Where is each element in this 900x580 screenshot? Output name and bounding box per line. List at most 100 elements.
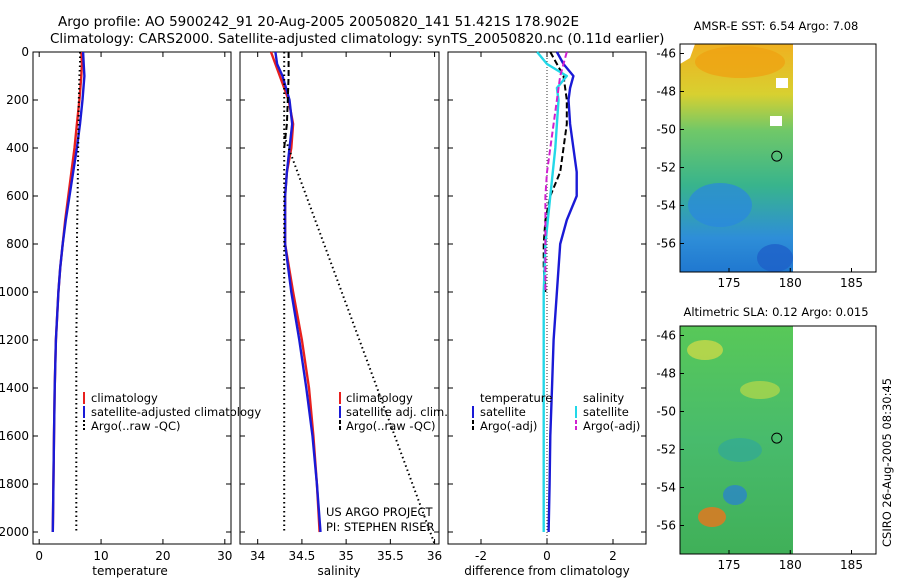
x-tick-label: 35 xyxy=(338,549,353,563)
sla-low-patch-2 xyxy=(723,485,747,505)
map-y-tick-label: -52 xyxy=(656,443,676,457)
series-line-temperature-satellite xyxy=(547,51,578,533)
sst-map-frame xyxy=(679,43,877,273)
sst-cold-patch xyxy=(688,183,752,227)
header-line1: Argo profile: AO 5900242_91 20-Aug-2005 … xyxy=(58,14,579,30)
y-tick-label: 1000 xyxy=(0,285,29,299)
map-y-tick-label: -50 xyxy=(656,405,676,419)
map-y-tick-label: -48 xyxy=(656,367,676,381)
map-y-tick-label: -50 xyxy=(656,123,676,137)
sst-map xyxy=(679,43,877,273)
x-tick-label: 0 xyxy=(543,549,551,563)
map-y-tick-label: -54 xyxy=(656,481,676,495)
legend-satellite-label: satellite-adjusted climatology xyxy=(91,405,261,419)
difference-chart: -2 0 2 xyxy=(448,51,646,563)
temperature-panel xyxy=(32,51,232,545)
series-line-salinity-satellite xyxy=(536,51,568,532)
map-x-tick-label: 185 xyxy=(840,558,863,572)
sst-missing-cell xyxy=(776,78,788,88)
sla-high-patch-2 xyxy=(740,381,780,399)
map-x-tick-label: 180 xyxy=(779,276,802,290)
sla-map xyxy=(679,325,877,555)
sst-land-patch xyxy=(680,44,695,64)
x-tick-label: 2 xyxy=(609,549,617,563)
timestamp: CSIRO 26-Aug-2005 08:30:45 xyxy=(880,378,894,547)
legend-climatology-label: climatology xyxy=(91,391,158,405)
y-tick-label: 2000 xyxy=(0,525,29,539)
x-tick-label: 34 xyxy=(250,549,265,563)
y-tick-label: 400 xyxy=(6,141,29,155)
sla-low-patch xyxy=(718,438,762,462)
header-line2: Climatology: CARS2000. Satellite-adjuste… xyxy=(50,31,664,47)
sla-peak-patch xyxy=(698,507,726,527)
map-y-tick-label: -46 xyxy=(656,329,676,343)
legend-sal-satellite-label: satellite xyxy=(583,405,629,419)
temperature-chart: 0 10 20 30 0 200 400 600 800 1000 1200 1400 1600 1800… xyxy=(0,45,232,563)
x-tick-label: 0 xyxy=(35,549,43,563)
pi-label: PI: STEPHEN RISER xyxy=(326,520,435,534)
legend-argo-label: Argo(..raw -QC) xyxy=(346,419,436,433)
salinity-xlabel: salinity xyxy=(317,564,360,578)
series-line-argo-raw-qc-offscale xyxy=(283,135,436,545)
temperature-legend: climatology satellite-adjusted climatolo… xyxy=(83,391,261,433)
y-tick-label: 1200 xyxy=(0,333,29,347)
x-tick-label: 36 xyxy=(427,549,442,563)
legend-temperature-heading: temperature xyxy=(480,391,552,405)
legend-sal-argo-label: Argo(-adj) xyxy=(583,419,640,433)
map-y-tick-label: -56 xyxy=(656,519,676,533)
map-y-tick-label: -48 xyxy=(656,85,676,99)
map-x-tick-label: 175 xyxy=(718,558,741,572)
legend-argo-label: Argo(..raw -QC) xyxy=(91,419,181,433)
series-line-satellite-adj-clim xyxy=(274,51,322,533)
legend-satellite-label: satellite adj. clim. xyxy=(346,405,448,419)
sst-map-axes: 175 180 185 -46 -48 -50 -52 -54 -56 xyxy=(656,47,863,291)
sst-warm-patch xyxy=(695,46,785,78)
legend-temp-argo-label: Argo(-adj) xyxy=(480,419,537,433)
difference-xlabel: difference from climatology xyxy=(464,564,630,578)
x-tick-label: 20 xyxy=(155,549,170,563)
x-tick-label: 10 xyxy=(93,549,108,563)
sla-argo-marker xyxy=(771,432,783,444)
sst-missing-cell-2 xyxy=(770,116,782,126)
y-tick-label: 600 xyxy=(6,189,29,203)
x-tick-label: 35.5 xyxy=(377,549,404,563)
temperature-xlabel: temperature xyxy=(92,564,167,578)
x-tick-label: 30 xyxy=(217,549,232,563)
series-line-satellite-adjusted-climatology xyxy=(51,51,86,533)
series-line-climatology xyxy=(269,51,321,533)
sst-argo-marker xyxy=(771,150,783,162)
legend-salinity-heading: salinity xyxy=(583,391,624,405)
map-y-tick-label: -56 xyxy=(656,237,676,251)
salinity-panel xyxy=(239,51,440,545)
sst-map-title: AMSR-E SST: 6.54 Argo: 7.08 xyxy=(694,19,859,33)
sst-field xyxy=(680,44,793,272)
x-tick-label: 34.5 xyxy=(289,549,316,563)
project-label: US ARGO PROJECT xyxy=(326,505,434,519)
sla-map-frame xyxy=(679,325,877,555)
legend-temp-satellite-label: satellite xyxy=(480,405,526,419)
x-tick-label: -2 xyxy=(475,549,487,563)
sla-map-axes: 175 180 185 -46 -48 -50 -52 -54 -56 xyxy=(656,329,863,573)
series-line-argo-raw-qc xyxy=(283,52,290,149)
sla-high-patch xyxy=(687,340,723,360)
y-tick-label: 1600 xyxy=(0,429,29,443)
map-y-tick-label: -52 xyxy=(656,161,676,175)
series-line-salinity-argo-adj xyxy=(544,51,568,292)
map-x-tick-label: 180 xyxy=(779,558,802,572)
difference-legend: temperature satellite Argo(-adj) salinit… xyxy=(472,391,640,433)
salinity-legend: climatology satellite adj. clim. Argo(..… xyxy=(339,391,448,433)
y-tick-label: 0 xyxy=(21,45,29,59)
y-tick-label: 800 xyxy=(6,237,29,251)
salinity-chart: 34 34.5 35 35.5 36 xyxy=(240,51,442,563)
map-y-tick-label: -54 xyxy=(656,199,676,213)
sst-cold-patch-2 xyxy=(757,244,793,272)
legend-climatology-label: climatology xyxy=(346,391,413,405)
y-tick-label: 200 xyxy=(6,93,29,107)
y-tick-label: 1400 xyxy=(0,381,29,395)
map-y-tick-label: -46 xyxy=(656,47,676,61)
sla-map-title: Altimetric SLA: 0.12 Argo: 0.015 xyxy=(683,305,868,319)
map-x-tick-label: 185 xyxy=(840,276,863,290)
y-tick-label: 1800 xyxy=(0,477,29,491)
map-x-tick-label: 175 xyxy=(718,276,741,290)
